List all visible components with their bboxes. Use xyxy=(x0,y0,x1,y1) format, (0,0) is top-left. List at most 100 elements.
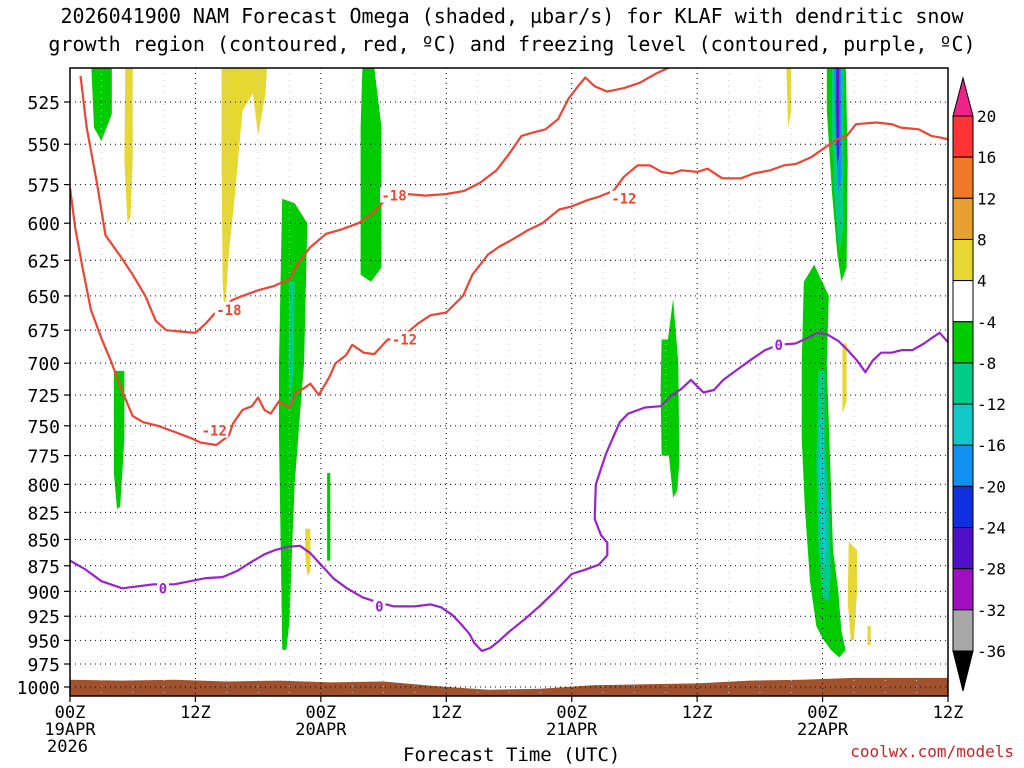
omega-shade-yellow-21apr-21z-top xyxy=(786,68,792,128)
y-tick-label-800: 800 xyxy=(27,475,60,496)
contour-label-2: -12 xyxy=(202,424,227,440)
colorbar-bin xyxy=(952,280,974,323)
y-tick-label-650: 650 xyxy=(27,287,60,308)
contour-label-bg xyxy=(214,301,243,317)
x-tick-date-72h: 22APR xyxy=(797,720,849,740)
x-axis-label: Forecast Time (UTC) xyxy=(403,744,621,766)
y-tick-label-575: 575 xyxy=(27,176,60,197)
contour-dgz-upper-left xyxy=(79,68,671,334)
omega-shade-cyan-21apr-23z xyxy=(818,419,827,571)
omega-shade-yellow-21apr-24z-small xyxy=(842,343,847,414)
y-tick-label-775: 775 xyxy=(27,447,60,468)
y-tick-label-850: 850 xyxy=(27,530,60,551)
colorbar-bin xyxy=(952,403,974,446)
y-tick-label-625: 625 xyxy=(27,251,60,272)
x-tick-label-60h: 12Z xyxy=(682,703,713,723)
contour-label-6: 0 xyxy=(375,599,383,615)
colorbar-top-triangle xyxy=(952,76,974,117)
omega-shade-yellow-19apr-15z xyxy=(221,68,267,317)
y-tick-label-825: 825 xyxy=(27,503,60,524)
contour-label-bg xyxy=(390,331,419,347)
chart-title-line-2: growth region (contoured, red, ºC) and f… xyxy=(48,32,976,56)
colorbar-label-6: -8 xyxy=(977,354,996,373)
contour-label-4: -12 xyxy=(611,192,636,208)
y-tick-label-700: 700 xyxy=(27,354,60,375)
omega-shade-purple-22apr-01z-top xyxy=(836,68,840,169)
x-tick-label-36h: 12Z xyxy=(431,703,462,723)
colorbar-label-5: -4 xyxy=(977,313,996,332)
colorbar-label-13: -36 xyxy=(977,642,1006,661)
contour-label-0: -18 xyxy=(216,303,241,319)
y-tick-label-725: 725 xyxy=(27,386,60,407)
colorbar-bin xyxy=(952,444,974,487)
colorbar-label-2: 12 xyxy=(977,189,996,208)
contour-label-5: 0 xyxy=(159,581,167,597)
omega-shade-green-19apr-21z xyxy=(279,198,308,650)
colorbar-bin xyxy=(952,609,974,652)
x-tick-year: 2026 xyxy=(47,737,88,757)
contour-label-7: 0 xyxy=(774,338,782,354)
y-tick-label-975: 975 xyxy=(27,655,60,676)
colorbar-bin xyxy=(952,485,974,529)
colorbar-bin xyxy=(952,568,974,611)
colorbar-bin xyxy=(952,362,974,405)
y-tick-label-525: 525 xyxy=(27,93,60,114)
y-tick-label-600: 600 xyxy=(27,214,60,235)
y-tick-label-675: 675 xyxy=(27,321,60,342)
y-tick-label-950: 950 xyxy=(27,631,60,652)
contour-label-bg xyxy=(373,598,386,614)
contour-freezing-level xyxy=(70,331,948,653)
y-tick-label-1000: 1000 xyxy=(17,678,60,699)
omega-shade-yellow-22apr-03z xyxy=(847,541,858,641)
x-tick-label-84h: 12Z xyxy=(933,703,964,723)
colorbar-bin xyxy=(952,238,974,282)
omega-shade-green-19apr-04z-low xyxy=(113,370,125,509)
colorbar-bottom-triangle xyxy=(952,650,974,692)
colorbar-bin xyxy=(952,527,974,570)
contour-label-bg xyxy=(200,422,229,438)
x-tick-date-0h: 19APR xyxy=(44,720,96,740)
site-credit[interactable]: coolwx.com/models xyxy=(850,742,1014,761)
contour-label-bg xyxy=(380,187,409,203)
colorbar-bin xyxy=(952,156,974,199)
y-tick-label-550: 550 xyxy=(27,135,60,156)
omega-shade-yellow-22apr-03z-dot xyxy=(867,626,871,646)
contour-label-1: -18 xyxy=(381,189,406,205)
x-tick-label-0h: 00Z xyxy=(55,703,86,723)
plot-frame xyxy=(69,67,949,697)
colorbar-label-12: -32 xyxy=(977,601,1006,620)
contour-dgz-lower-left xyxy=(70,121,948,447)
colorbar-bin xyxy=(952,197,974,240)
colorbar-bin xyxy=(952,115,974,158)
colorbar-label-7: -12 xyxy=(977,395,1006,414)
x-tick-date-24h: 20APR xyxy=(295,720,347,740)
colorbar-bin xyxy=(952,321,974,364)
x-tick-label-48h: 00Z xyxy=(556,703,587,723)
colorbar-label-8: -16 xyxy=(977,436,1006,455)
omega-shade-yellow-19apr-06z xyxy=(124,68,133,224)
x-tick-label-24h: 00Z xyxy=(305,703,336,723)
contour-label-bg xyxy=(772,336,785,352)
colorbar-label-0: 20 xyxy=(977,107,996,126)
x-tick-label-72h: 00Z xyxy=(807,703,838,723)
colorbar-label-4: 4 xyxy=(977,272,987,291)
y-tick-label-750: 750 xyxy=(27,417,60,438)
contour-label-bg xyxy=(157,580,170,596)
colorbar-label-10: -24 xyxy=(977,519,1006,538)
colorbar-label-9: -20 xyxy=(977,477,1006,496)
colorbar-label-11: -28 xyxy=(977,560,1006,579)
contour-label-3: -12 xyxy=(392,333,417,349)
omega-shade-green-20apr-00z-thin xyxy=(327,473,331,561)
colorbar-label-1: 16 xyxy=(977,148,996,167)
x-tick-date-48h: 21APR xyxy=(546,720,598,740)
y-tick-label-875: 875 xyxy=(27,557,60,578)
y-tick-label-900: 900 xyxy=(27,582,60,603)
contour-label-bg xyxy=(609,190,638,206)
y-tick-label-925: 925 xyxy=(27,607,60,628)
colorbar-label-3: 8 xyxy=(977,230,987,249)
x-tick-label-12h: 12Z xyxy=(180,703,211,723)
terrain-shading xyxy=(70,677,948,696)
omega-shade-green-20apr-03z xyxy=(360,68,382,282)
omega-shade-teal-19apr-21z xyxy=(288,281,295,414)
